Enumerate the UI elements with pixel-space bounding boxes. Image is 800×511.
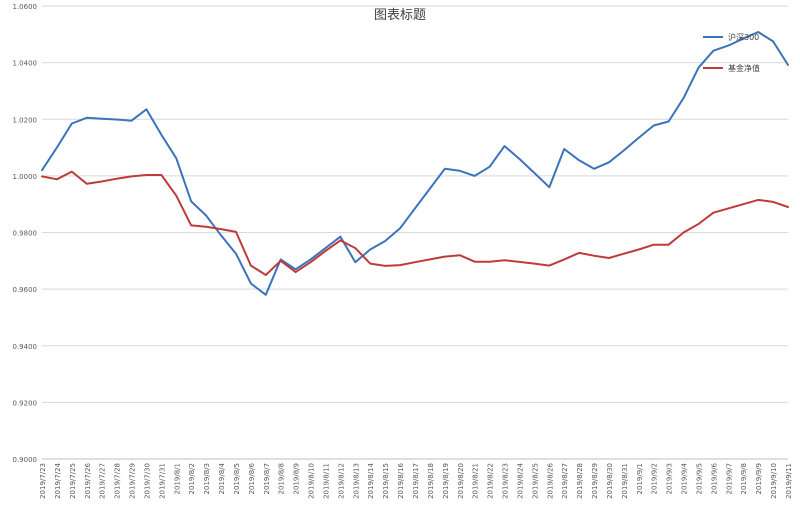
x-tick-label: 2019/7/30 (143, 463, 151, 499)
x-axis-ticks: 2019/7/23 2019/7/24 2019/7/25 2019/7/26 2019… (39, 462, 793, 498)
x-tick-label: 2019/8/30 (606, 463, 614, 499)
y-tick-label: 1.0600 (13, 3, 38, 11)
y-tick-label: 0.9200 (13, 399, 38, 407)
x-tick-label: 2019/9/1 (636, 463, 644, 494)
x-tick-label: 2019/9/7 (725, 463, 733, 494)
x-tick-label: 2019/8/3 (203, 463, 211, 494)
series-lines (41, 31, 789, 296)
x-tick-label: 2019/8/5 (233, 463, 241, 494)
x-tick-label: 2019/8/17 (412, 463, 420, 499)
x-tick-label: 2019/8/7 (263, 463, 271, 494)
x-tick-label: 2019/9/2 (651, 463, 659, 494)
x-tick-label: 2019/8/15 (382, 463, 390, 499)
series-line-2 (41, 170, 789, 276)
y-tick-label: 1.0400 (13, 60, 38, 68)
x-tick-label: 2019/7/25 (69, 463, 77, 499)
x-tick-label: 2019/8/18 (427, 463, 435, 499)
x-tick-label: 2019/9/5 (695, 463, 703, 494)
x-tick-label: 2019/7/28 (114, 463, 122, 499)
x-tick-label: 2019/8/12 (337, 463, 345, 499)
x-tick-label: 2019/9/10 (770, 463, 778, 499)
x-tick-label: 2019/8/29 (591, 463, 599, 499)
x-tick-label: 2019/8/26 (546, 462, 554, 498)
x-tick-label: 2019/9/4 (681, 462, 689, 494)
x-tick-label: 2019/8/23 (502, 463, 510, 499)
x-tick-label: 2019/9/9 (755, 463, 763, 494)
x-tick-label: 2019/8/10 (308, 463, 316, 499)
series-line-1 (41, 31, 789, 296)
x-tick-label: 2019/8/24 (516, 462, 524, 498)
x-tick-label: 2019/8/21 (472, 463, 480, 499)
legend-label-series-2: 基金净值 (728, 63, 760, 73)
x-tick-label: 2019/9/8 (740, 463, 748, 494)
y-axis-ticks: 0.9000 0.9200 0.9400 0.9600 0.9800 1.0000 1.02… (13, 3, 38, 464)
x-tick-label: 2019/8/20 (457, 463, 465, 499)
y-tick-label: 0.9600 (13, 286, 38, 294)
x-tick-label: 2019/9/3 (666, 463, 674, 494)
y-tick-label: 1.0200 (13, 116, 38, 124)
x-tick-label: 2019/8/19 (442, 463, 450, 499)
x-tick-label: 2019/9/6 (710, 462, 718, 494)
x-tick-label: 2019/7/31 (158, 463, 166, 499)
y-tick-label: 0.9400 (13, 343, 38, 351)
x-tick-label: 2019/8/25 (531, 463, 539, 499)
legend-label-series-1: 沪深300 (728, 32, 759, 42)
x-tick-label: 2019/8/27 (561, 463, 569, 499)
x-tick-label: 2019/8/31 (621, 463, 629, 499)
x-tick-label: 2019/9/11 (785, 463, 793, 499)
x-tick-label: 2019/8/11 (322, 463, 330, 499)
y-tick-label: 0.9800 (13, 230, 38, 238)
chart-title: 图表标题 (374, 8, 426, 23)
x-tick-label: 2019/7/26 (84, 462, 92, 498)
y-tick-label: 1.0000 (13, 173, 38, 181)
x-tick-label: 2019/8/14 (367, 462, 375, 498)
x-tick-label: 2019/8/6 (248, 462, 256, 494)
x-tick-label: 2019/8/9 (293, 463, 301, 494)
x-tick-label: 2019/8/13 (352, 463, 360, 499)
x-tick-label: 2019/7/23 (39, 463, 47, 499)
x-tick-label: 2019/8/4 (218, 462, 226, 494)
legend: 沪深300 基金净值 (703, 32, 760, 73)
x-tick-label: 2019/7/24 (54, 462, 62, 498)
x-tick-label: 2019/8/2 (188, 463, 196, 494)
gridlines (42, 5, 788, 460)
y-tick-label: 0.9000 (13, 456, 38, 464)
x-tick-label: 2019/8/8 (278, 463, 286, 494)
x-tick-label: 2019/8/28 (576, 463, 584, 499)
x-tick-label: 2019/7/29 (129, 463, 137, 499)
x-tick-label: 2019/8/1 (173, 463, 181, 494)
x-tick-label: 2019/8/22 (487, 463, 495, 499)
x-tick-label: 2019/8/16 (397, 462, 405, 498)
x-tick-label: 2019/7/27 (99, 463, 107, 499)
